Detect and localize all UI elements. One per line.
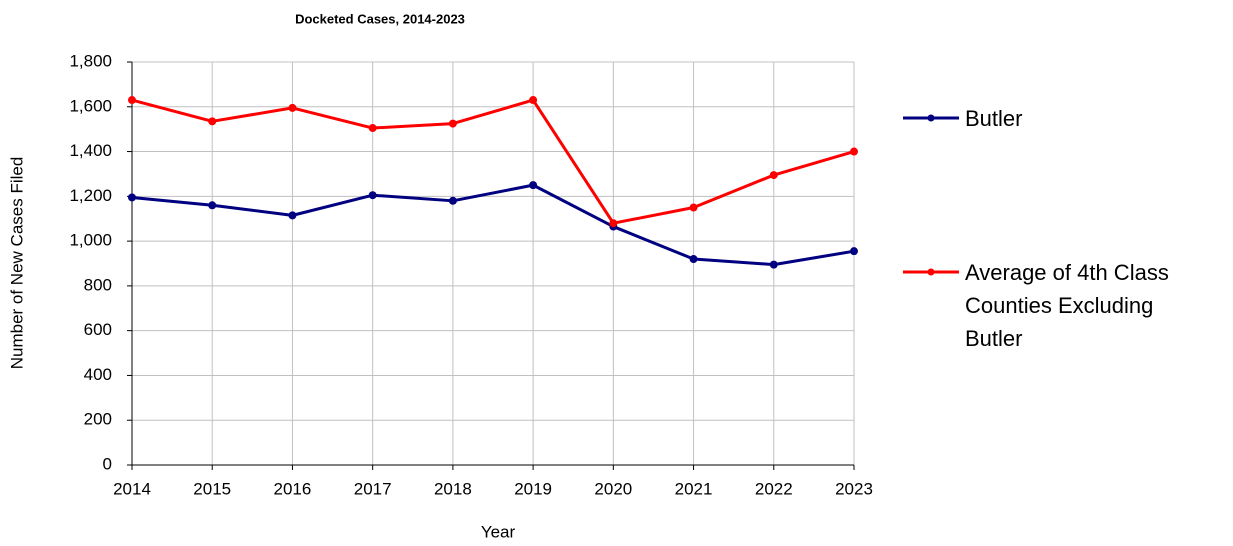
data-point xyxy=(208,117,217,126)
data-point xyxy=(689,203,698,212)
chart-title: Docketed Cases, 2014-2023 xyxy=(295,11,465,26)
x-tick-label: 2021 xyxy=(675,479,713,498)
legend-label: Average of 4th Class Counties Excluding … xyxy=(965,260,1169,351)
y-tick-label: 1,000 xyxy=(69,231,112,250)
data-point xyxy=(529,181,538,190)
data-point xyxy=(288,211,297,220)
data-point xyxy=(368,124,377,133)
legend-item: Butler xyxy=(903,102,1022,135)
legend-marker xyxy=(927,114,935,122)
legend-item: Average of 4th Class Counties Excluding … xyxy=(903,256,1203,355)
x-tick-label: 2019 xyxy=(514,479,552,498)
y-axis-label: Number of New Cases Filed xyxy=(7,157,26,370)
y-tick-label: 200 xyxy=(84,410,112,429)
x-axis-label: Year xyxy=(481,522,516,541)
y-tick-label: 800 xyxy=(84,275,112,294)
y-tick-label: 1,600 xyxy=(69,96,112,115)
data-point xyxy=(368,191,377,200)
x-tick-label: 2018 xyxy=(434,479,472,498)
x-tick-label: 2017 xyxy=(354,479,392,498)
data-point xyxy=(288,103,297,112)
x-tick-label: 2014 xyxy=(113,479,151,498)
data-point xyxy=(609,219,618,228)
data-point xyxy=(208,201,217,210)
y-tick-label: 1,800 xyxy=(69,51,112,70)
data-point xyxy=(448,119,457,128)
x-tick-label: 2016 xyxy=(274,479,312,498)
data-point xyxy=(850,147,858,156)
data-point xyxy=(769,260,778,269)
data-point xyxy=(689,255,698,264)
data-point xyxy=(529,96,538,105)
series-line xyxy=(131,183,855,267)
data-point xyxy=(448,196,457,205)
series-line xyxy=(131,98,855,225)
y-tick-label: 600 xyxy=(84,320,112,339)
legend-marker xyxy=(927,268,935,276)
x-tick-label: 2015 xyxy=(193,479,231,498)
y-tick-label: 1,200 xyxy=(69,186,112,205)
x-tick-label: 2023 xyxy=(835,479,873,498)
data-point xyxy=(850,247,858,256)
x-tick-label: 2022 xyxy=(755,479,793,498)
y-tick-label: 1,400 xyxy=(69,141,112,160)
data-point xyxy=(128,96,136,105)
legend-swatch xyxy=(903,268,959,276)
y-tick-label: 0 xyxy=(103,454,112,473)
x-tick-label: 2020 xyxy=(594,479,632,498)
legend-label: Butler xyxy=(965,106,1023,131)
data-point xyxy=(769,171,778,180)
data-point xyxy=(128,193,136,202)
legend-swatch xyxy=(903,114,959,122)
y-tick-label: 400 xyxy=(84,365,112,384)
